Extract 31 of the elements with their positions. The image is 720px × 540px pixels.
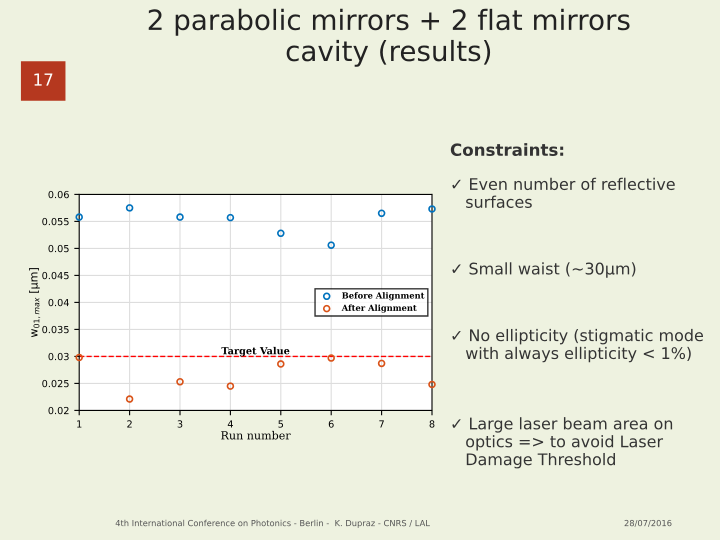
- legend-label: Before Alignment: [342, 292, 424, 300]
- y-tick-label: 0.06: [48, 190, 69, 198]
- y-tick-label: 0.03: [48, 352, 69, 360]
- x-tick-label: 2: [127, 420, 132, 428]
- text: 17: [34, 73, 52, 86]
- y-tick-label: 0.02: [48, 406, 69, 414]
- text: Constraints:: [450, 143, 564, 156]
- chart-title: 2 parabolic mirrors + 2 flat mirrors cavity (results): [148, 8, 630, 67]
- y-tick-label: 0.04: [48, 298, 69, 306]
- text: ✓ Small waist (~30μm): [452, 262, 636, 278]
- legend-label: After Alignment: [342, 304, 417, 313]
- x-tick-label: 7: [379, 420, 384, 428]
- y-tick-label: 0.05: [48, 244, 69, 252]
- x-tick-label: 5: [278, 420, 284, 428]
- text: ✓ Large laser beam area on optics => to avoid Laser Damage Threshold: [452, 417, 672, 468]
- x-tick-label: 3: [178, 420, 182, 428]
- text: 4th International Conference on Photonics - Berlin - K. Dupraz - CNRS / LAL: [116, 520, 430, 528]
- y-tick-label: 0.025: [42, 380, 69, 388]
- x-tick-label: 8: [430, 420, 434, 428]
- y-tick-label: 0.035: [42, 326, 69, 334]
- y-tick-label: 0.045: [42, 272, 69, 280]
- x-tick-label: 4: [228, 420, 233, 428]
- y-tick-label: 0.055: [42, 218, 69, 226]
- y-axis-title: w$_{01,max}$ [μm]: [29, 268, 40, 338]
- text: ✓ No ellipticity (stigmatic mode with always ellipticity < 1%): [452, 328, 703, 362]
- x-axis-title: Run number: [221, 430, 291, 440]
- text: ✓ Even number of reflective surfaces: [452, 178, 675, 208]
- text: 28/07/2016: [624, 520, 672, 527]
- x-tick-label: 6: [328, 420, 334, 428]
- ref-line-label: Target Value: [221, 346, 290, 356]
- x-tick-label: 1: [77, 420, 82, 428]
